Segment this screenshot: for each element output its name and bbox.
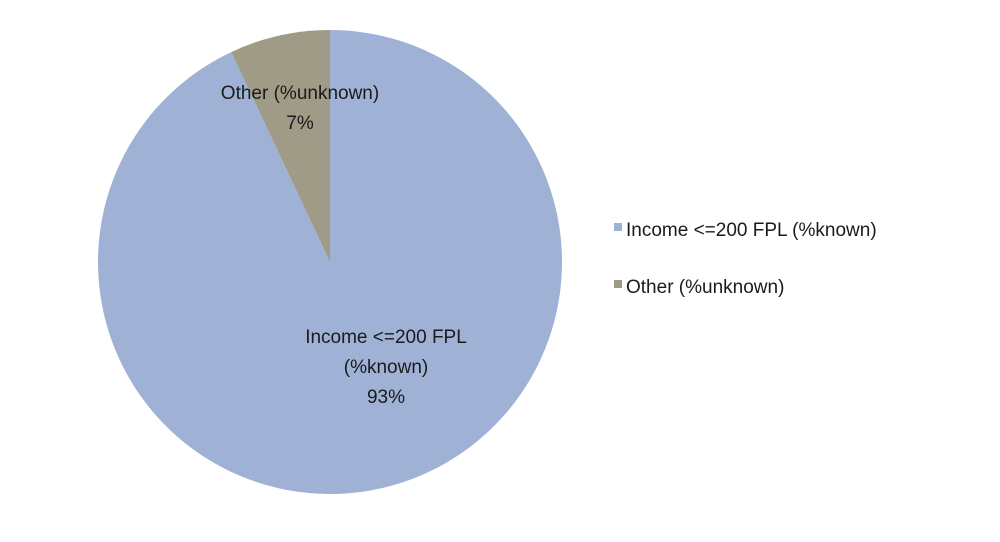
slice-label-line: Other (%unknown) (221, 83, 379, 104)
legend-item-income: Income <=200 FPL (%known) (614, 216, 877, 246)
slice-label-line: 93% (367, 387, 405, 408)
slice-label-other: Other (%unknown) 7% (221, 83, 379, 134)
pie-slice-other (231, 30, 330, 262)
slice-label-line: 7% (286, 113, 314, 134)
pie-slices (98, 30, 563, 494)
slice-label-line: (%known) (344, 357, 428, 378)
legend-item-other: Other (%unknown) (614, 273, 877, 303)
legend-swatch-other (614, 279, 622, 288)
chart-legend: Income <=200 FPL (%known) Other (%unknow… (614, 216, 877, 330)
legend-label-other: Other (%unknown) (626, 277, 785, 298)
legend-swatch-income (614, 222, 622, 231)
slice-label-income: Income <=200 FPL (%known) 93% (305, 327, 467, 408)
slice-label-line: Income <=200 FPL (305, 327, 467, 348)
legend-label-income: Income <=200 FPL (%known) (626, 220, 877, 241)
pie-slice-labels: Income <=200 FPL (%known) 93% Other (%unkno… (221, 83, 467, 408)
pie-slice-income (98, 30, 563, 494)
